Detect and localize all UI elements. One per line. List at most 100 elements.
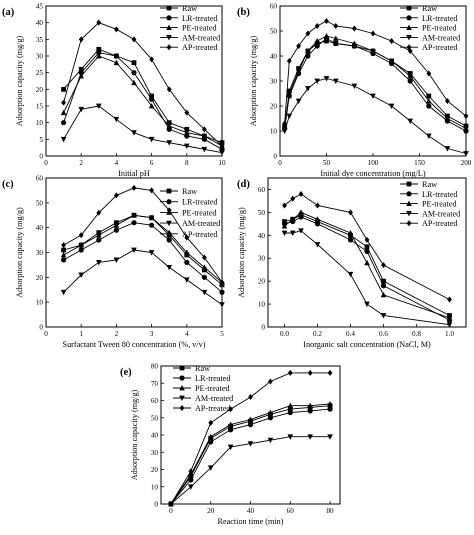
legend-marker bbox=[166, 230, 172, 237]
data-point bbox=[444, 115, 451, 121]
y-tick-label: 60 bbox=[151, 397, 159, 405]
data-point bbox=[347, 271, 354, 278]
y-tick-label: 10 bbox=[36, 119, 44, 127]
data-point bbox=[289, 230, 296, 237]
x-axis-title: Initial dye concentration (mg/L) bbox=[320, 169, 426, 178]
data-point bbox=[327, 400, 333, 407]
y-tick-label: 0 bbox=[261, 324, 265, 332]
data-point bbox=[352, 25, 357, 32]
data-point bbox=[389, 38, 394, 44]
data-point bbox=[333, 23, 339, 29]
data-point bbox=[113, 53, 119, 59]
data-point bbox=[201, 146, 208, 153]
data-point bbox=[60, 109, 67, 116]
x-tick-label: 8 bbox=[185, 159, 189, 167]
data-point bbox=[96, 50, 102, 56]
y-tick-label: 40 bbox=[258, 232, 266, 240]
data-point bbox=[247, 441, 254, 447]
data-point bbox=[287, 409, 293, 416]
data-point bbox=[364, 301, 370, 308]
data-point bbox=[364, 236, 370, 243]
data-point bbox=[201, 274, 207, 280]
series-line bbox=[170, 436, 331, 505]
series-ap-treated bbox=[282, 191, 452, 303]
legend-marker bbox=[179, 365, 185, 371]
data-point bbox=[287, 369, 293, 376]
legend-label: Raw bbox=[422, 4, 437, 13]
data-point bbox=[96, 232, 102, 238]
legend-marker bbox=[166, 35, 172, 41]
x-tick-label: 3 bbox=[150, 330, 154, 338]
y-tick-label: 5 bbox=[39, 136, 43, 144]
x-tick-label: 10 bbox=[218, 159, 226, 167]
data-point bbox=[61, 120, 67, 126]
y-tick-label: 30 bbox=[36, 249, 44, 257]
data-point bbox=[307, 408, 313, 414]
data-point bbox=[113, 222, 120, 228]
data-point bbox=[96, 19, 102, 26]
y-tick-label: 30 bbox=[270, 78, 278, 86]
data-point bbox=[407, 118, 413, 124]
legend-marker bbox=[166, 44, 172, 51]
data-point bbox=[351, 40, 358, 46]
x-tick-label: 6 bbox=[150, 159, 154, 167]
y-tick-label: 10 bbox=[270, 128, 278, 136]
data-point bbox=[184, 249, 190, 255]
data-point bbox=[78, 36, 84, 43]
data-point bbox=[61, 99, 66, 106]
data-point bbox=[78, 272, 84, 278]
y-tick-label: 60 bbox=[36, 175, 44, 183]
y-axis-title: Adsorption capacity (mg/g) bbox=[249, 35, 258, 126]
legend-label: Raw bbox=[422, 180, 437, 189]
y-tick-label: 70 bbox=[151, 380, 159, 388]
legend-label: AP-treated bbox=[182, 230, 217, 239]
data-point bbox=[148, 250, 155, 256]
data-point bbox=[166, 86, 172, 93]
legend-marker bbox=[166, 5, 172, 11]
data-point bbox=[131, 79, 137, 86]
data-point bbox=[184, 234, 190, 241]
data-point bbox=[228, 406, 234, 413]
data-point bbox=[60, 251, 67, 258]
y-tick-label: 30 bbox=[151, 449, 159, 457]
legend-marker bbox=[179, 375, 185, 381]
data-point bbox=[131, 36, 137, 43]
data-point bbox=[426, 133, 432, 139]
legend-label: AP-treated bbox=[182, 43, 217, 52]
data-point bbox=[184, 126, 190, 132]
plot-frame bbox=[45, 5, 223, 157]
data-point bbox=[286, 58, 292, 64]
legend: RawLR-treatedPE-treatedAM-treatedAP-trea… bbox=[173, 364, 233, 413]
x-tick-label: 0.6 bbox=[379, 330, 388, 338]
x-axis-title: Surfactant Tween 80 concentration (%, v/… bbox=[63, 340, 206, 349]
data-point bbox=[188, 477, 194, 483]
legend-marker bbox=[166, 24, 172, 30]
data-point bbox=[60, 136, 67, 143]
data-point bbox=[426, 103, 432, 109]
chart-panel-1: 0 2 4 6 8 10 0 5 10 15 20 25 30 35 40 45 Initial pH Adsor… bbox=[2, 3, 226, 179]
data-point bbox=[202, 267, 207, 273]
y-tick-label: 50 bbox=[258, 209, 266, 217]
data-point bbox=[333, 40, 339, 47]
data-point bbox=[282, 120, 288, 127]
series-pe-treated bbox=[281, 209, 453, 321]
panel-label: (e) bbox=[120, 367, 132, 378]
x-tick-label: 80 bbox=[326, 507, 334, 515]
data-point bbox=[219, 143, 225, 149]
legend-label: AM-treated bbox=[422, 33, 460, 42]
y-tick-label: 30 bbox=[36, 53, 44, 61]
y-tick-label: 25 bbox=[36, 69, 44, 77]
x-axis-title: Inorganic salt concentration (NaCl, M) bbox=[303, 340, 431, 349]
data-point bbox=[305, 30, 311, 37]
y-tick-label: 20 bbox=[36, 274, 44, 282]
data-point bbox=[188, 484, 194, 490]
data-point bbox=[166, 265, 172, 271]
data-point bbox=[364, 244, 370, 250]
legend-label: Raw bbox=[195, 364, 210, 373]
data-point bbox=[78, 242, 84, 248]
x-axis-title: Reaction time (min) bbox=[218, 517, 284, 526]
series-line bbox=[63, 55, 223, 147]
legend: RawLR-treatedPE-treatedAM-treatedAP-trea… bbox=[400, 4, 460, 52]
data-point bbox=[131, 130, 137, 136]
data-point bbox=[228, 427, 234, 433]
